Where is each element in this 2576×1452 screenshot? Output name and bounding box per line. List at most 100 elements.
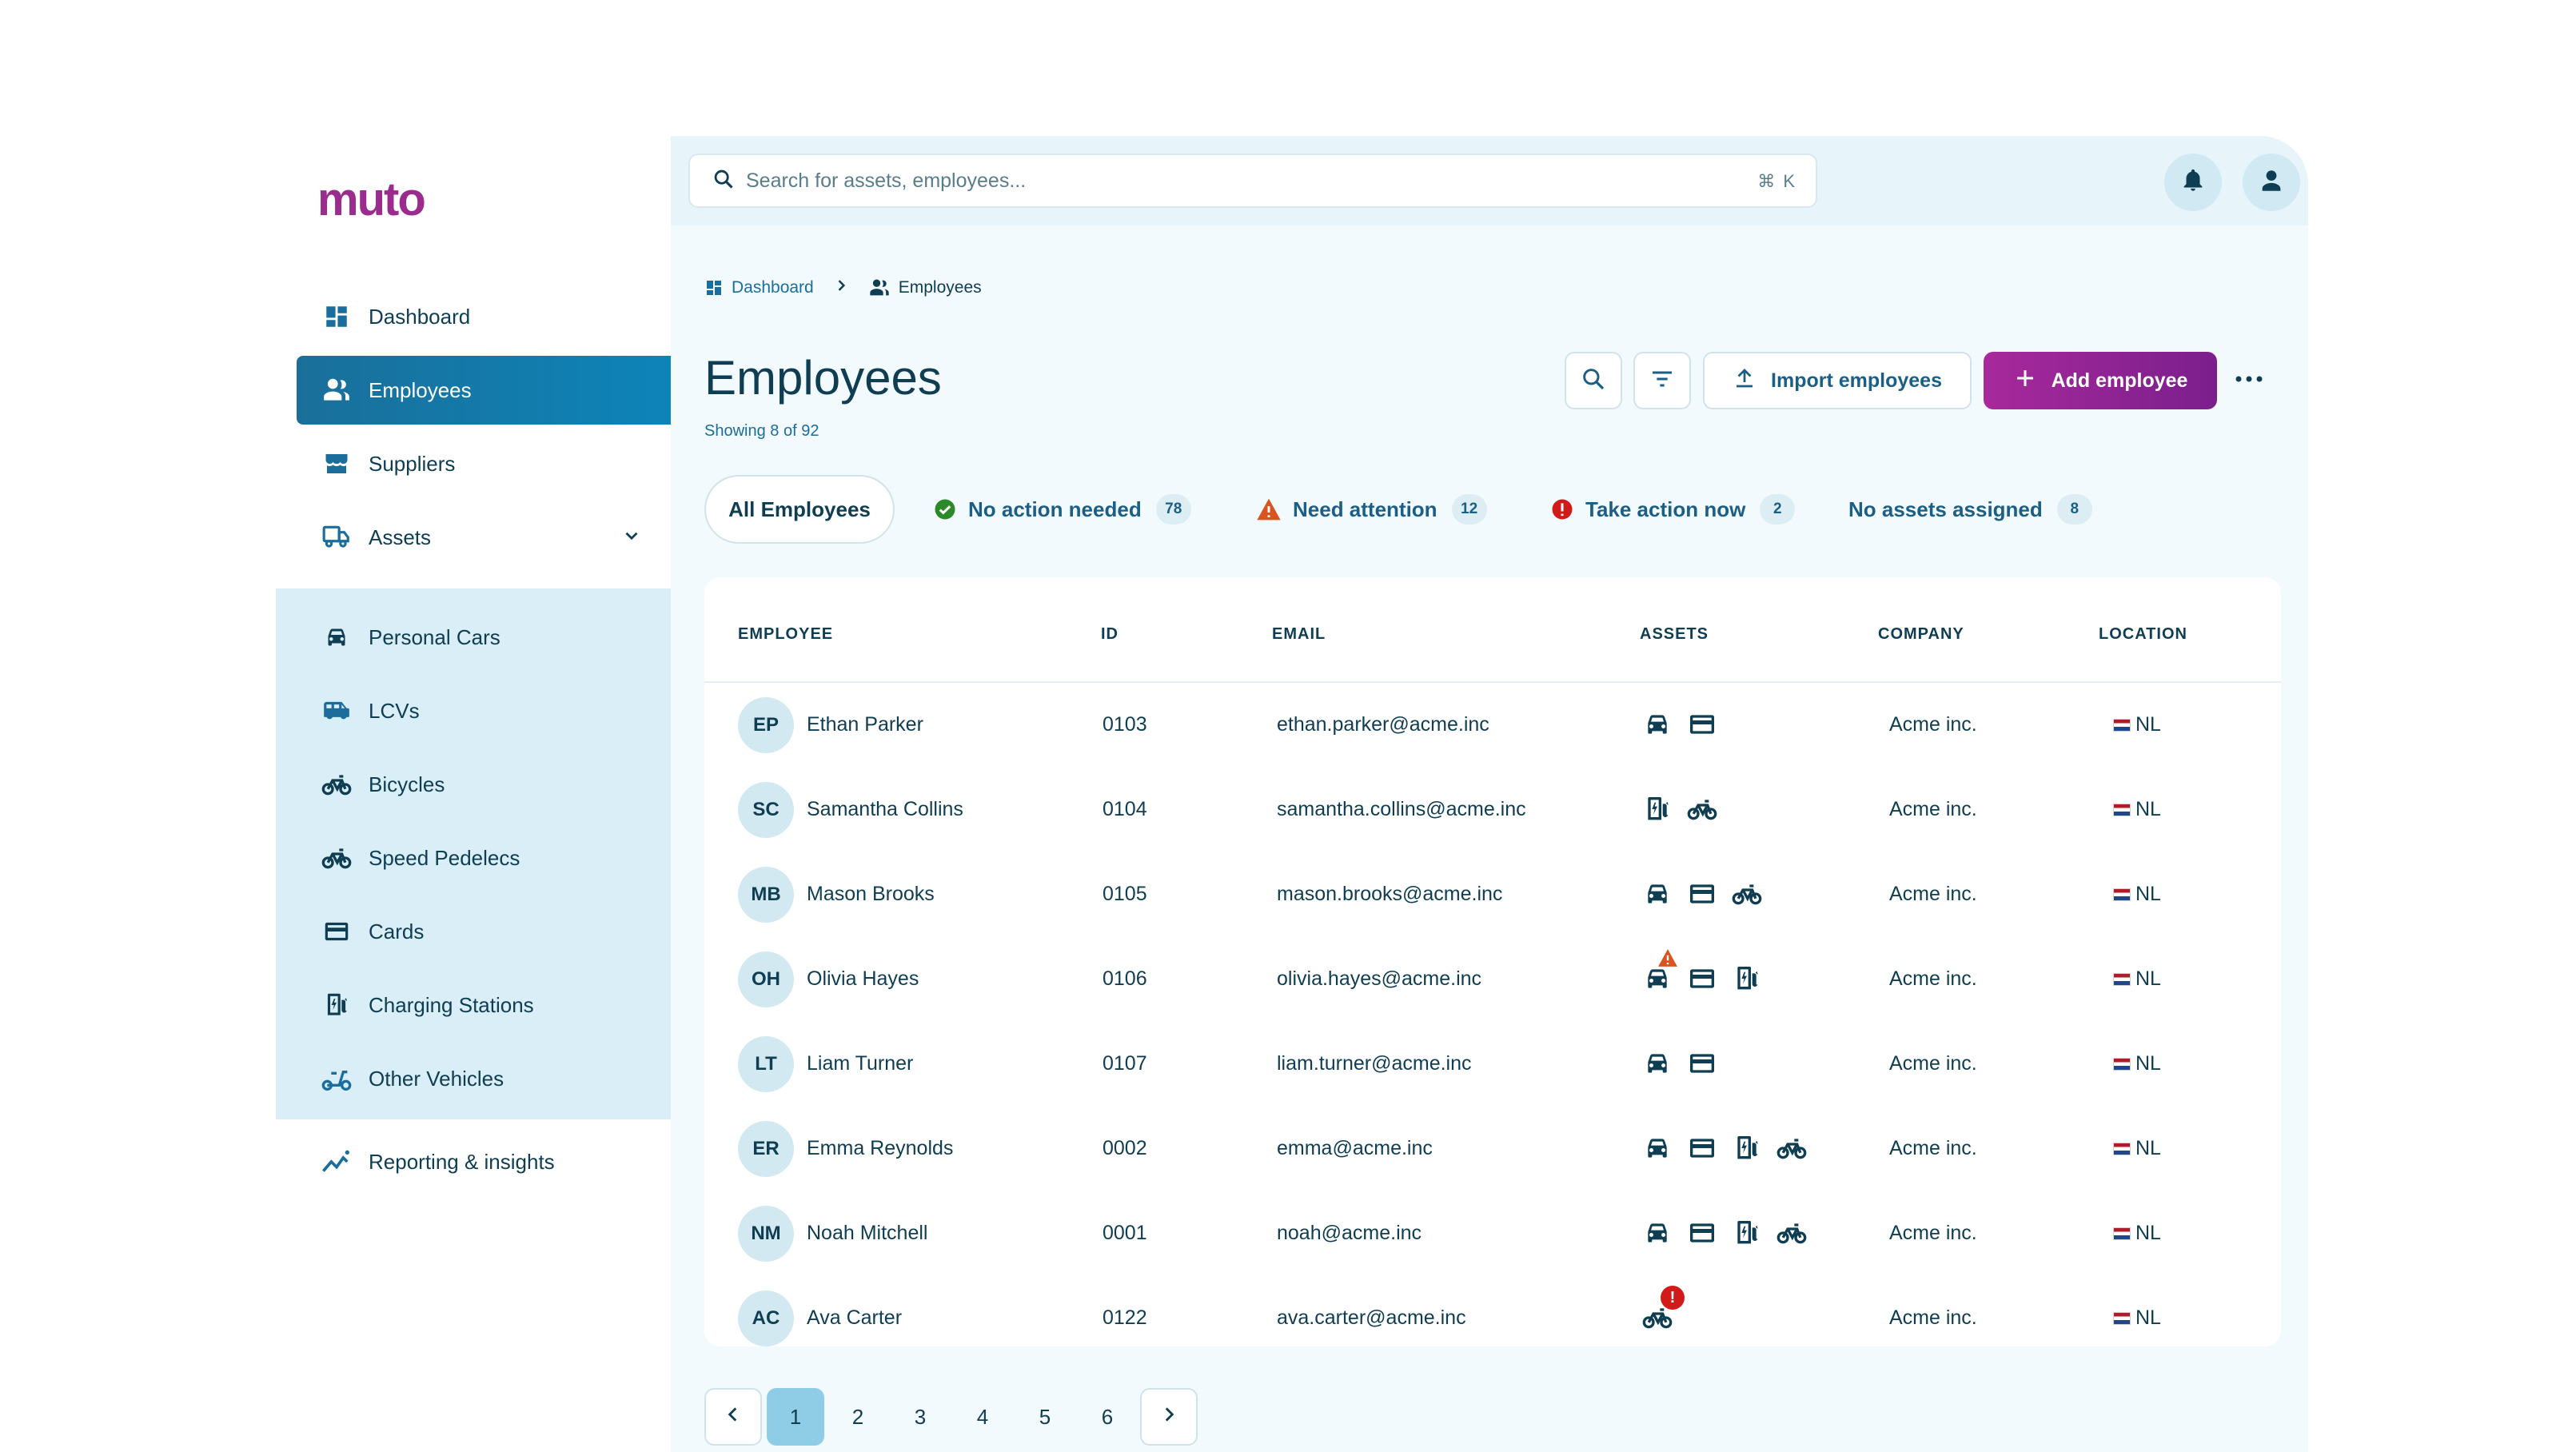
import-employees-button[interactable]: Import employees <box>1703 352 1972 409</box>
more-icon <box>2235 373 2263 387</box>
bicycle-icon[interactable] <box>1774 1215 1809 1251</box>
sidebar-item-charging-stations[interactable]: Charging Stations <box>297 971 671 1039</box>
employee-name[interactable]: Emma Reynolds <box>807 1137 954 1159</box>
car-icon[interactable] <box>1640 707 1675 742</box>
column-header-employee[interactable]: EMPLOYEE <box>738 625 834 643</box>
table-row[interactable]: AC Ava Carter 0122 ava.carter@acme.inc! Acme… <box>704 1276 2281 1361</box>
previous-page-button[interactable] <box>704 1388 762 1446</box>
card-icon[interactable] <box>1685 707 1720 742</box>
sidebar-item-cards[interactable]: Cards <box>297 897 671 966</box>
employee-name[interactable]: Olivia Hayes <box>807 967 919 990</box>
employee-name[interactable]: Noah Mitchell <box>807 1222 928 1244</box>
search-button[interactable] <box>1565 352 1622 409</box>
page-5-button[interactable]: 5 <box>1039 1404 1051 1429</box>
column-header-email[interactable]: EMAIL <box>1272 625 1326 643</box>
upload-icon <box>1733 366 1771 396</box>
brand-logo[interactable]: muto <box>317 174 426 225</box>
column-header-id[interactable]: ID <box>1101 625 1119 643</box>
table-row[interactable]: EP Ethan Parker 0103 ethan.parker@acme.inc A… <box>704 683 2281 768</box>
breadcrumb: Dashboard Employees <box>704 277 982 299</box>
more-options-button[interactable] <box>2233 368 2265 392</box>
sidebar-item-lcvs[interactable]: LCVs <box>297 676 671 745</box>
bicycle-icon[interactable] <box>1685 792 1720 827</box>
dashboard-icon <box>707 281 721 295</box>
filter-take-action-now[interactable]: Take action now 2 <box>1550 475 1796 544</box>
filter-icon <box>1649 366 1675 396</box>
column-header-assets[interactable]: ASSETS <box>1640 625 1709 643</box>
filter-label: No assets assigned <box>1848 497 2043 521</box>
car-icon[interactable] <box>1640 1131 1675 1166</box>
nl-flag-icon <box>2113 1227 2131 1240</box>
filter-need-attention[interactable]: Need attention 12 <box>1256 475 1487 544</box>
car-icon[interactable] <box>1640 1046 1675 1081</box>
employees-table: EMPLOYEE ID EMAIL ASSETS COMPANY LOCATIO… <box>704 577 2281 1346</box>
search-box[interactable]: ⌘ K <box>688 154 1817 208</box>
sidebar-item-dashboard[interactable]: Dashboard <box>297 282 671 351</box>
employee-name[interactable]: Liam Turner <box>807 1052 914 1075</box>
sidebar-item-reporting[interactable]: Reporting & insights <box>297 1127 671 1196</box>
sidebar-item-other-vehicles[interactable]: Other Vehicles <box>297 1044 671 1113</box>
employee-email: liam.turner@acme.inc <box>1277 1052 1472 1075</box>
bicycle-icon[interactable] <box>1774 1131 1809 1166</box>
sidebar-item-bicycles[interactable]: Bicycles <box>297 750 671 819</box>
asset-icons <box>1640 1046 1729 1081</box>
table-row[interactable]: SC Samantha Collins 0104 samantha.collins@a… <box>704 768 2281 852</box>
page-1-button[interactable]: 1 <box>767 1388 824 1446</box>
employee-name[interactable]: Mason Brooks <box>807 883 935 905</box>
sidebar-item-employees[interactable]: Employees <box>297 356 671 425</box>
nl-flag-icon <box>2113 888 2131 901</box>
sidebar-item-assets[interactable]: Assets <box>297 503 671 572</box>
employee-name[interactable]: Ava Carter <box>807 1306 903 1329</box>
column-header-location[interactable]: LOCATION <box>2099 625 2187 643</box>
employee-company: Acme inc. <box>1889 1052 1977 1075</box>
sidebar-item-label: Suppliers <box>369 451 456 476</box>
sidebar-item-suppliers[interactable]: Suppliers <box>297 429 671 498</box>
next-page-button[interactable] <box>1140 1388 1198 1446</box>
warning-icon <box>1256 497 1282 521</box>
car-icon[interactable] <box>1640 1215 1675 1251</box>
card-icon[interactable] <box>1685 1215 1720 1251</box>
search-input[interactable] <box>746 169 1689 193</box>
filter-all-employees[interactable]: All Employees <box>704 475 895 544</box>
employee-name[interactable]: Samantha Collins <box>807 798 963 820</box>
card-icon[interactable] <box>1685 961 1720 996</box>
sidebar-item-label: Employees <box>369 377 472 402</box>
sidebar-item-personal-cars[interactable]: Personal Cars <box>297 603 671 672</box>
table-row[interactable]: LT Liam Turner 0107 liam.turner@acme.inc Acm… <box>704 1022 2281 1107</box>
charging-station-icon[interactable] <box>1640 792 1675 827</box>
table-row[interactable]: OH Olivia Hayes 0106 olivia.hayes@acme.inc A… <box>704 937 2281 1022</box>
avatar: AC <box>738 1290 794 1346</box>
card-icon[interactable] <box>1685 1046 1720 1081</box>
car-icon[interactable] <box>1640 949 1677 996</box>
page-3-button[interactable]: 3 <box>914 1404 927 1429</box>
profile-button[interactable] <box>2243 154 2300 211</box>
column-header-company[interactable]: COMPANY <box>1878 625 1964 643</box>
chevron-down-icon[interactable] <box>621 525 642 552</box>
employee-company: Acme inc. <box>1889 1222 1977 1244</box>
charging-station-icon[interactable] <box>1729 961 1765 996</box>
table-row[interactable]: NM Noah Mitchell 0001 noah@acme.inc Acme inc… <box>704 1191 2281 1276</box>
filter-no-action-needed[interactable]: No action needed 78 <box>933 475 1191 544</box>
filter-button[interactable] <box>1633 352 1691 409</box>
employee-name[interactable]: Ethan Parker <box>807 713 923 736</box>
card-icon[interactable] <box>1685 876 1720 911</box>
table-row[interactable]: ER Emma Reynolds 0002 emma@acme.inc Acme inc… <box>704 1107 2281 1191</box>
add-employee-button[interactable]: Add employee <box>1984 352 2217 409</box>
charging-station-icon[interactable] <box>1729 1215 1765 1251</box>
breadcrumb-dashboard[interactable]: Dashboard <box>704 278 814 297</box>
van-icon <box>319 693 354 728</box>
filter-no-assets-assigned[interactable]: No assets assigned 8 <box>1848 475 2092 544</box>
sidebar-item-speed-pedelecs[interactable]: Speed Pedelecs <box>297 824 671 892</box>
bicycle-icon[interactable]: ! <box>1640 1286 1685 1335</box>
breadcrumb-link[interactable]: Dashboard <box>732 278 814 297</box>
bicycle-icon[interactable] <box>1729 876 1765 911</box>
car-icon[interactable] <box>1640 876 1675 911</box>
sidebar: muto Dashboard Employees Suppliers Asset… <box>276 136 671 1452</box>
page-4-button[interactable]: 4 <box>976 1404 989 1429</box>
card-icon[interactable] <box>1685 1131 1720 1166</box>
charging-station-icon[interactable] <box>1729 1131 1765 1166</box>
page-6-button[interactable]: 6 <box>1101 1404 1114 1429</box>
page-2-button[interactable]: 2 <box>851 1404 864 1429</box>
table-row[interactable]: MB Mason Brooks 0105 mason.brooks@acme.inc A… <box>704 852 2281 937</box>
notifications-button[interactable] <box>2164 154 2222 211</box>
